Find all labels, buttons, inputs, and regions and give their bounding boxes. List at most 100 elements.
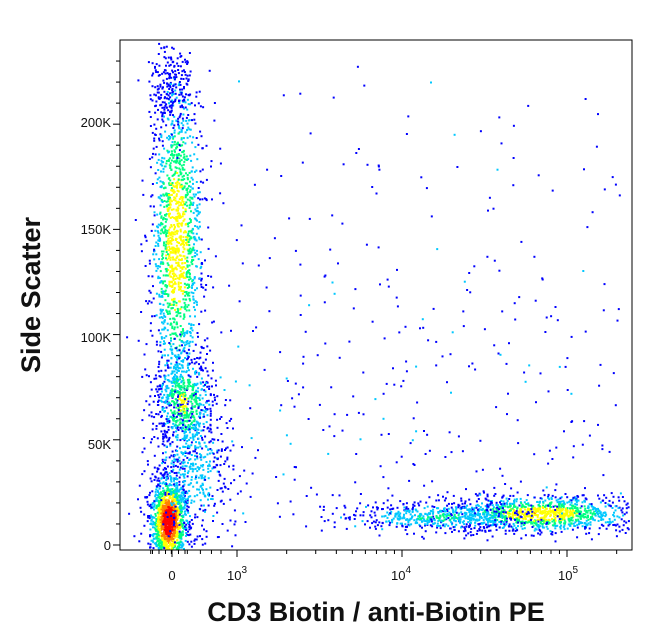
event-point xyxy=(179,288,182,290)
event-point xyxy=(162,490,165,493)
event-point xyxy=(177,395,179,398)
event-point xyxy=(158,360,161,363)
event-point xyxy=(592,517,595,520)
event-point xyxy=(165,385,168,388)
event-point xyxy=(154,527,157,530)
event-point xyxy=(571,519,574,522)
event-point xyxy=(517,511,520,514)
event-point xyxy=(170,189,173,192)
event-point xyxy=(174,363,177,366)
event-point xyxy=(165,467,167,470)
event-point xyxy=(493,494,496,497)
event-point xyxy=(165,479,168,482)
event-point xyxy=(447,517,450,519)
event-point xyxy=(437,512,440,515)
event-point xyxy=(465,488,467,491)
event-point xyxy=(602,514,605,517)
event-point xyxy=(148,515,151,517)
event-point xyxy=(173,281,176,284)
event-point xyxy=(206,385,209,388)
event-point xyxy=(595,508,598,510)
event-point xyxy=(173,410,176,413)
event-point xyxy=(188,294,191,297)
event-point xyxy=(159,504,162,507)
event-point xyxy=(192,387,195,390)
event-point xyxy=(163,534,166,536)
event-point xyxy=(159,211,162,214)
event-point xyxy=(562,514,565,517)
event-point xyxy=(149,441,152,444)
event-point xyxy=(162,435,165,438)
event-point xyxy=(220,487,223,490)
event-point xyxy=(180,504,183,507)
event-point xyxy=(162,508,165,511)
event-point xyxy=(210,498,213,500)
event-point xyxy=(181,467,184,470)
event-point xyxy=(184,203,186,206)
event-point xyxy=(157,496,160,499)
event-point xyxy=(162,257,165,259)
event-point xyxy=(477,498,480,500)
event-point xyxy=(164,484,167,487)
event-point xyxy=(168,472,171,475)
event-point xyxy=(183,473,186,476)
event-point xyxy=(175,531,178,533)
event-point xyxy=(459,516,462,519)
event-point xyxy=(191,119,193,122)
event-point xyxy=(605,527,608,530)
event-point xyxy=(413,532,415,535)
event-point xyxy=(566,527,569,530)
event-point xyxy=(200,477,203,480)
event-point xyxy=(174,230,177,233)
event-point xyxy=(566,507,569,509)
event-point xyxy=(210,431,213,434)
event-point xyxy=(150,480,153,483)
event-point xyxy=(182,211,185,214)
event-point xyxy=(165,233,168,236)
event-point xyxy=(209,414,212,417)
event-point xyxy=(188,199,191,202)
event-point xyxy=(165,492,168,495)
event-point xyxy=(173,403,176,406)
event-point xyxy=(542,526,544,529)
event-point xyxy=(186,239,189,241)
event-point xyxy=(191,388,194,391)
event-point xyxy=(175,230,178,233)
event-point xyxy=(183,385,186,388)
event-point xyxy=(175,430,178,433)
event-point xyxy=(160,159,163,162)
event-point xyxy=(168,157,171,160)
event-point xyxy=(461,502,464,505)
event-point xyxy=(197,102,200,105)
event-point xyxy=(187,374,190,377)
event-point xyxy=(161,425,164,428)
event-point xyxy=(178,167,181,170)
event-point xyxy=(521,527,524,530)
event-point xyxy=(584,500,586,503)
event-point xyxy=(618,525,621,528)
event-point xyxy=(188,525,191,528)
event-point xyxy=(174,247,177,250)
event-point xyxy=(511,516,514,519)
event-point xyxy=(510,487,513,490)
event-point xyxy=(575,514,578,517)
event-point xyxy=(180,518,182,521)
event-point xyxy=(348,518,351,521)
event-point xyxy=(174,239,177,241)
event-point xyxy=(186,265,189,268)
event-point xyxy=(182,391,185,394)
event-point xyxy=(175,304,178,307)
event-point xyxy=(175,512,178,515)
event-point xyxy=(187,348,190,351)
event-point xyxy=(176,445,179,448)
event-point xyxy=(193,276,196,279)
event-point xyxy=(570,513,573,516)
event-point xyxy=(170,144,173,147)
event-point xyxy=(604,511,607,514)
event-point xyxy=(182,370,185,373)
event-point xyxy=(170,491,173,494)
event-point xyxy=(196,535,199,538)
event-point xyxy=(170,231,173,234)
event-point xyxy=(178,494,181,497)
event-point xyxy=(165,293,168,295)
